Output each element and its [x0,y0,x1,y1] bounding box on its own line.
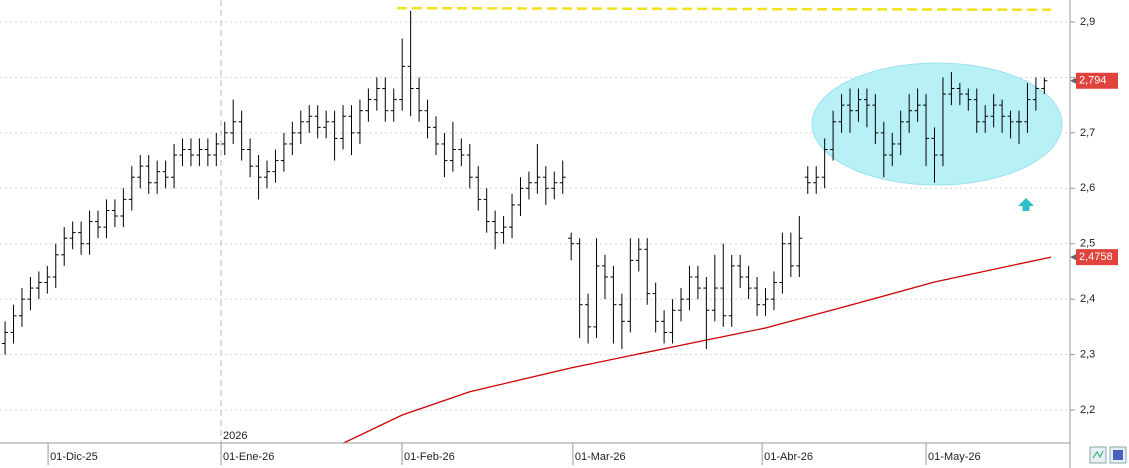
y-tick-label: 2,2 [1080,404,1095,416]
grid [0,0,1070,443]
x-tick-label: 01-Dic-25 [50,451,98,463]
y-tick-label: 2,9 [1080,16,1095,28]
y-tick-label: 2,5 [1080,238,1095,250]
price-label: 2,794 [1079,75,1107,87]
highlight-ellipse [811,62,1063,186]
year-label: 2026 [223,430,247,442]
save-icon [1113,450,1123,460]
price-label-box [1076,72,1118,89]
y-tick-label: 2,6 [1080,182,1095,194]
resistance-line [397,6,1052,12]
x-tick-label: 01-Feb-26 [404,451,455,463]
plot [2,6,1052,444]
zoom-icon [1092,450,1104,459]
price-pointer [1070,77,1076,84]
up-arrow [1018,198,1034,211]
y-tick-label: 2,4 [1080,293,1095,305]
x-tick-label: 01-Abr-26 [764,451,813,463]
price-label: 2,4758 [1079,251,1113,263]
moving-average [342,256,1052,444]
y-tick-label: 2,3 [1080,348,1095,360]
x-tick-label: 01-Ene-26 [223,451,274,463]
zoom-button[interactable] [1089,446,1107,464]
x-tick-label: 01-May-26 [928,451,981,463]
axes: 2,22,32,42,52,62,72,82,901-Dic-2501-Ene-… [47,16,1118,465]
price-label-box [1076,249,1118,266]
x-tick-label: 01-Mar-26 [575,451,626,463]
y-tick-label: 2,7 [1080,127,1095,139]
price-pointer [1070,254,1076,261]
